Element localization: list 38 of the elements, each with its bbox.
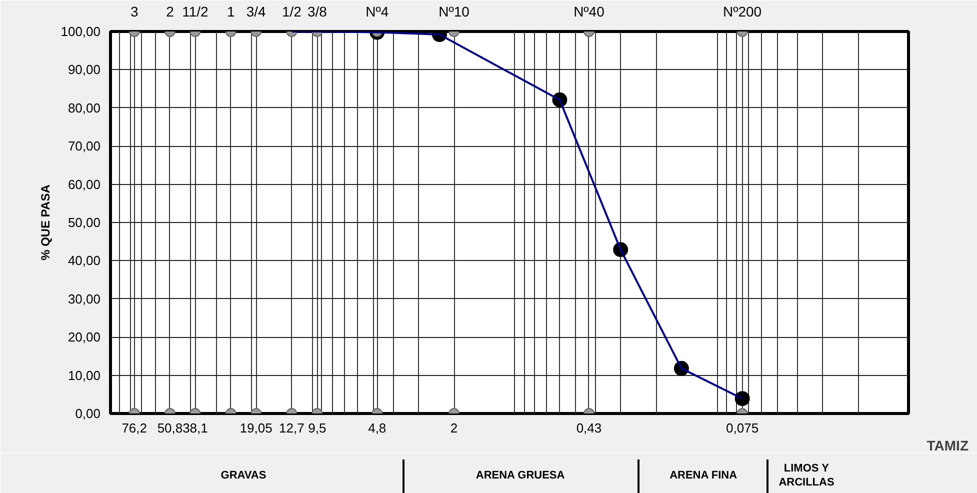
x-tick-label: 50,8: [157, 420, 183, 436]
y-axis-title: % QUE PASA: [38, 184, 53, 260]
annotation: Nº200: [723, 4, 762, 20]
annotation: 1: [226, 4, 235, 20]
text: ARENA GRUESA: [476, 470, 565, 482]
x-tick-label: 9,5: [308, 420, 326, 436]
y-tick-label: 30,00: [68, 291, 101, 306]
y-tick-label: 0,00: [75, 406, 101, 421]
annotation: Nº10: [438, 4, 470, 20]
x-tick-label: 19,05: [240, 420, 272, 436]
annotation: 3: [130, 4, 138, 20]
x-tick-label: 38,1: [182, 420, 208, 436]
annotation: 2: [166, 4, 174, 20]
annotation: 3/4: [246, 4, 266, 20]
x-tick-label: 76,2: [122, 420, 148, 436]
y-tick-label: 80,00: [68, 100, 101, 116]
y-tick-label: 40,00: [68, 253, 101, 268]
y-tick-label: 100,00: [60, 24, 101, 39]
annotation: 1/2: [282, 4, 302, 20]
annotation: 3/8: [307, 4, 328, 20]
y-tick-label: 50,00: [68, 215, 101, 230]
x-axis-title: TAMIZ: [926, 438, 969, 454]
y-tick-label: 70,00: [68, 138, 101, 154]
annotation: Nº40: [574, 4, 605, 20]
text: GRAVAS: [220, 470, 266, 482]
annotation: 11/2: [182, 4, 209, 20]
x-tick-label: 0,43: [576, 420, 602, 436]
y-tick-label: 20,00: [68, 330, 101, 345]
text: ARENA FINA: [670, 470, 738, 482]
x-tick-label: 2: [450, 420, 458, 436]
y-tick-label: 10,00: [68, 368, 101, 383]
x-tick-label: 4,8: [368, 420, 386, 436]
annotation: Nº4: [366, 4, 389, 20]
y-tick-label: 60,00: [68, 176, 101, 192]
text: LIMOS Y ARCILLAS: [778, 462, 834, 489]
y-tick-label: 90,00: [68, 62, 101, 78]
x-tick-label: 12,7: [279, 420, 304, 436]
x-tick-label: 0,075: [726, 420, 759, 436]
